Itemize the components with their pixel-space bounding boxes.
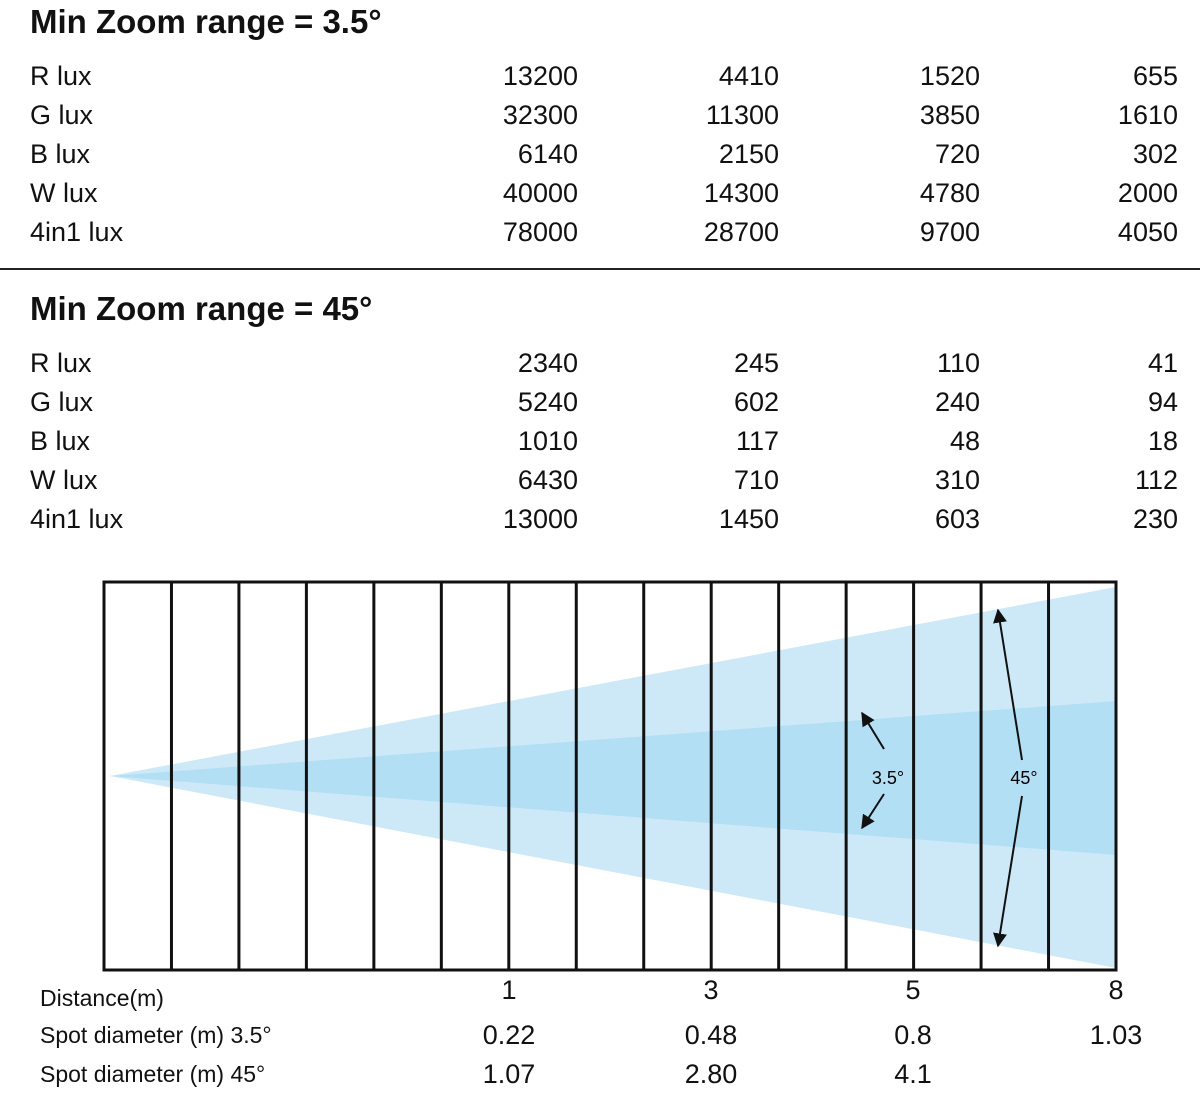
lux-value: 9700 [919,217,980,247]
row-label: W lux [30,178,98,208]
beam-diagram: 3.5° 45° [102,580,1118,972]
lux-value: 18 [1147,426,1178,456]
lux-row: G lux 5240 602 240 94 [0,383,1200,422]
lux-value: 2340 [517,348,578,378]
distance-grid [102,580,1118,972]
row-label: Spot diameter (m) 45° [40,1061,266,1087]
lux-value: 1520 [919,61,980,91]
narrow-angle-label: 3.5° [872,768,904,788]
lux-row: R lux 2340 245 110 41 [0,344,1200,383]
lux-value: 117 [735,426,779,456]
spot-value: 1.03 [1089,1020,1143,1050]
lux-value: 11300 [705,100,779,130]
lux-value: 3850 [919,100,980,130]
lux-row: 4in1 lux 78000 28700 9700 4050 [0,213,1200,252]
spot-row: Spot diameter (m) 45° 1.07 2.80 4.1 [0,1055,1200,1093]
lux-row: R lux 13200 4410 1520 655 [0,57,1200,96]
spot-value: 1 [501,975,517,1005]
lux-value: 40000 [502,178,578,208]
section-divider [0,268,1200,270]
lux-row: B lux 1010 117 48 18 [0,422,1200,461]
lux-value: 2000 [1117,178,1178,208]
lux-value: 2150 [718,139,779,169]
lux-value: 710 [733,465,779,495]
lux-value: 13200 [502,61,578,91]
wide-angle-label: 45° [1010,768,1037,788]
lux-value: 28700 [703,217,779,247]
narrow-angle-arrow-up [861,711,885,750]
spot-row: Distance(m) 1 3 5 8 [0,971,1200,1011]
lux-value: 245 [733,348,779,378]
narrow-angle-arrow-down [861,793,885,830]
spot-value: 5 [905,975,921,1005]
section-title-3-5: Min Zoom range = 3.5° [30,3,382,40]
lux-value: 4780 [919,178,980,208]
lux-value: 6430 [517,465,578,495]
lux-value: 32300 [502,100,578,130]
row-label: G lux [30,387,94,417]
lux-value: 6140 [517,139,578,169]
wide-angle-arrow-up [993,608,1023,761]
spot-value: 0.22 [482,1020,536,1050]
lux-value: 1610 [1117,100,1178,130]
lux-value: 302 [1132,139,1178,169]
row-label: B lux [30,139,91,169]
lux-value: 48 [949,426,980,456]
row-label: B lux [30,426,91,456]
row-label: G lux [30,100,94,130]
lux-value: 14300 [703,178,779,208]
row-label: W lux [30,465,98,495]
lux-value: 41 [1147,348,1178,378]
lux-value: 655 [1132,61,1178,91]
lux-value: 720 [934,139,980,169]
lux-row: W lux 6430 710 310 112 [0,461,1200,500]
lux-value: 1450 [718,504,779,534]
lux-value: 4410 [718,61,779,91]
lux-row: B lux 6140 2150 720 302 [0,135,1200,174]
spot-row: Spot diameter (m) 3.5° 0.22 0.48 0.8 1.03 [0,1016,1200,1054]
spot-value: 0.48 [684,1020,738,1050]
row-label: Distance(m) [40,985,164,1011]
lux-value: 112 [1134,465,1178,495]
lux-value: 1010 [517,426,578,456]
lux-value: 94 [1147,387,1178,417]
lux-value: 110 [936,348,980,378]
spot-value: 2.80 [684,1059,738,1089]
lux-value: 310 [934,465,980,495]
spot-value: 3 [703,975,719,1005]
row-label: Spot diameter (m) 3.5° [40,1022,272,1048]
row-label: 4in1 lux [30,504,124,534]
lux-row: G lux 32300 11300 3850 1610 [0,96,1200,135]
section-title-45: Min Zoom range = 45° [30,290,373,327]
wide-angle-arrow-down [993,795,1023,948]
lux-row: 4in1 lux 13000 1450 603 230 [0,500,1200,539]
lux-value: 13000 [502,504,578,534]
lux-value: 602 [733,387,779,417]
lux-value: 240 [934,387,980,417]
spot-value: 0.8 [894,1020,932,1050]
grid-frame [102,580,1118,972]
row-label: R lux [30,348,92,378]
lux-value: 78000 [502,217,578,247]
lux-value: 5240 [517,387,578,417]
row-label: R lux [30,61,92,91]
lux-value: 603 [934,504,980,534]
lux-row: W lux 40000 14300 4780 2000 [0,174,1200,213]
spot-value: 8 [1108,975,1124,1005]
row-label: 4in1 lux [30,217,124,247]
lux-value: 230 [1132,504,1178,534]
spot-value: 4.1 [894,1059,932,1089]
spot-value: 1.07 [482,1059,536,1089]
lux-value: 4050 [1117,217,1178,247]
